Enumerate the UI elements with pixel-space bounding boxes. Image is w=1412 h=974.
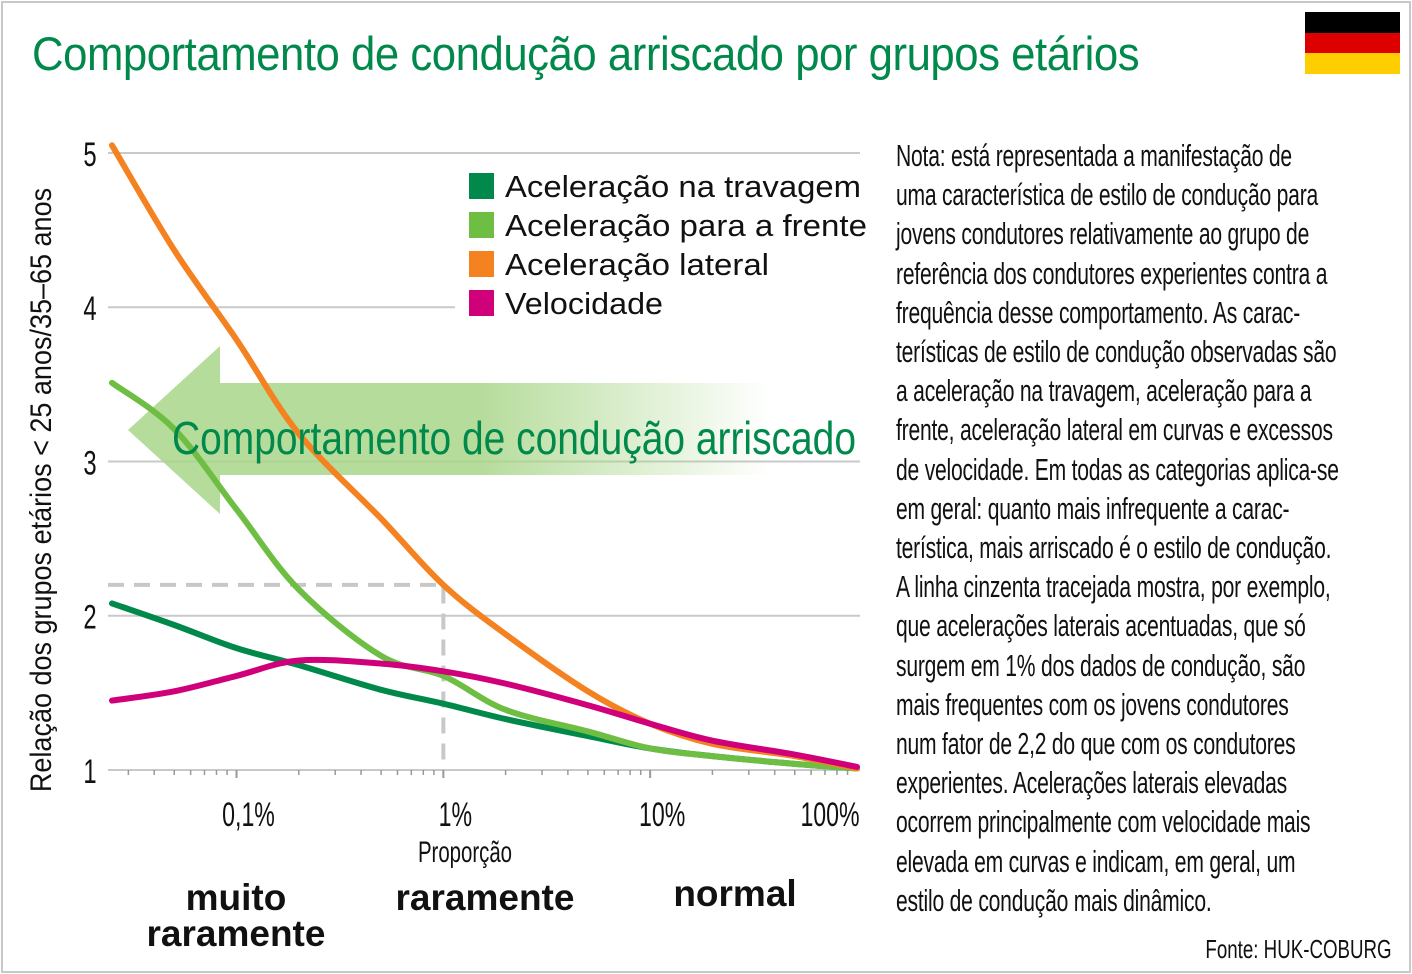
note-line: que acelerações laterais acentuadas, que… — [896, 608, 1306, 644]
series-line-velocidade — [109, 656, 860, 770]
flag-stripe-black — [1305, 12, 1400, 33]
germany-flag-icon — [1305, 12, 1400, 74]
series-line-acelera-o-para-a-frente — [109, 379, 860, 772]
note-line: mais frequentes com os jovens condutores — [896, 686, 1289, 722]
x-axis-label: Proporção — [418, 836, 512, 869]
y-tick-label: 5 — [83, 136, 96, 174]
legend: Aceleração na travagem Aceleração para a … — [469, 169, 867, 321]
note-line: referência dos condutores experientes co… — [896, 255, 1328, 291]
y-tick-label: 2 — [83, 599, 96, 637]
x-tick-label: 100% — [800, 797, 859, 834]
arrow-label: Comportamento de condução arriscado — [172, 412, 856, 464]
note-line: de velocidade. Em todas as categorias ap… — [896, 451, 1339, 487]
note-line: terísticas de estilo de condução observa… — [896, 334, 1337, 370]
category-raramente: raramente — [395, 877, 575, 918]
x-tick-label: 10% — [639, 797, 685, 834]
note-line: surgem em 1% dos dados de condução, são — [896, 647, 1306, 683]
note-line: a aceleração na travagem, aceleração par… — [896, 373, 1312, 409]
note-text: Nota: está representada a manifestação d… — [896, 136, 1412, 920]
legend-swatch — [469, 173, 494, 199]
legend-label: Aceleração lateral — [505, 247, 769, 282]
flag-stripe-red — [1305, 32, 1400, 54]
note-line: uma característica de estilo de condução… — [896, 177, 1319, 213]
x-axis: 0,1% 1% 10% 100% Proporção — [127, 770, 860, 869]
y-tick-label: 3 — [83, 444, 96, 482]
y-tick-label: 4 — [83, 290, 96, 328]
category-label-line: muito — [185, 877, 287, 918]
note-line: frequência desse comportamento. As carac… — [896, 294, 1301, 330]
reference-dashed-line — [108, 582, 446, 770]
note-line: num fator de 2,2 do que com os condutore… — [896, 726, 1296, 762]
x-tick-label: 0,1% — [222, 797, 275, 834]
note-line: estilo de condução mais dinâmico. — [896, 882, 1212, 918]
note-line: ocorrem principalmente com velocidade ma… — [896, 804, 1311, 840]
legend-swatch — [469, 212, 494, 238]
x-tick-label: 1% — [439, 797, 472, 834]
category-muito-raramente: muito raramente — [146, 877, 326, 954]
risk-arrow — [128, 346, 770, 514]
note-line: elevada em curvas e indicam, em geral, u… — [896, 843, 1296, 879]
note-line: experientes. Acelerações laterais elevad… — [896, 765, 1288, 801]
reference-line — [108, 582, 446, 770]
legend-swatch — [469, 251, 494, 277]
flag-stripe-gold — [1305, 53, 1400, 74]
category-normal: normal — [673, 873, 797, 914]
page-title: Comportamento de condução arriscado por … — [32, 27, 1140, 80]
source-credit: Fonte: HUK-COBURG — [1205, 934, 1392, 964]
series-line-acelera-o-lateral — [109, 142, 860, 772]
series-lines — [109, 142, 860, 772]
note-line: terística, mais arriscado é o estilo de … — [896, 530, 1332, 566]
y-tick-label: 1 — [83, 753, 96, 791]
category-label-line: raramente — [146, 913, 326, 954]
note-line: jovens condutores relativamente ao grupo… — [896, 216, 1310, 252]
legend-swatch — [469, 290, 494, 316]
note-line: Nota: está representada a manifestação d… — [896, 138, 1292, 173]
note-line: em geral: quanto mais infrequente a cara… — [896, 490, 1290, 526]
legend-label: Aceleração na travagem — [505, 169, 861, 204]
legend-label: Velocidade — [505, 286, 663, 321]
note-line: frente, aceleração lateral em curvas e e… — [896, 412, 1333, 448]
legend-label: Aceleração para a frente — [505, 208, 867, 243]
y-tick-labels: 1 2 3 4 5 — [83, 136, 96, 791]
note-line: A linha cinzenta tracejada mostra, por e… — [896, 569, 1331, 605]
